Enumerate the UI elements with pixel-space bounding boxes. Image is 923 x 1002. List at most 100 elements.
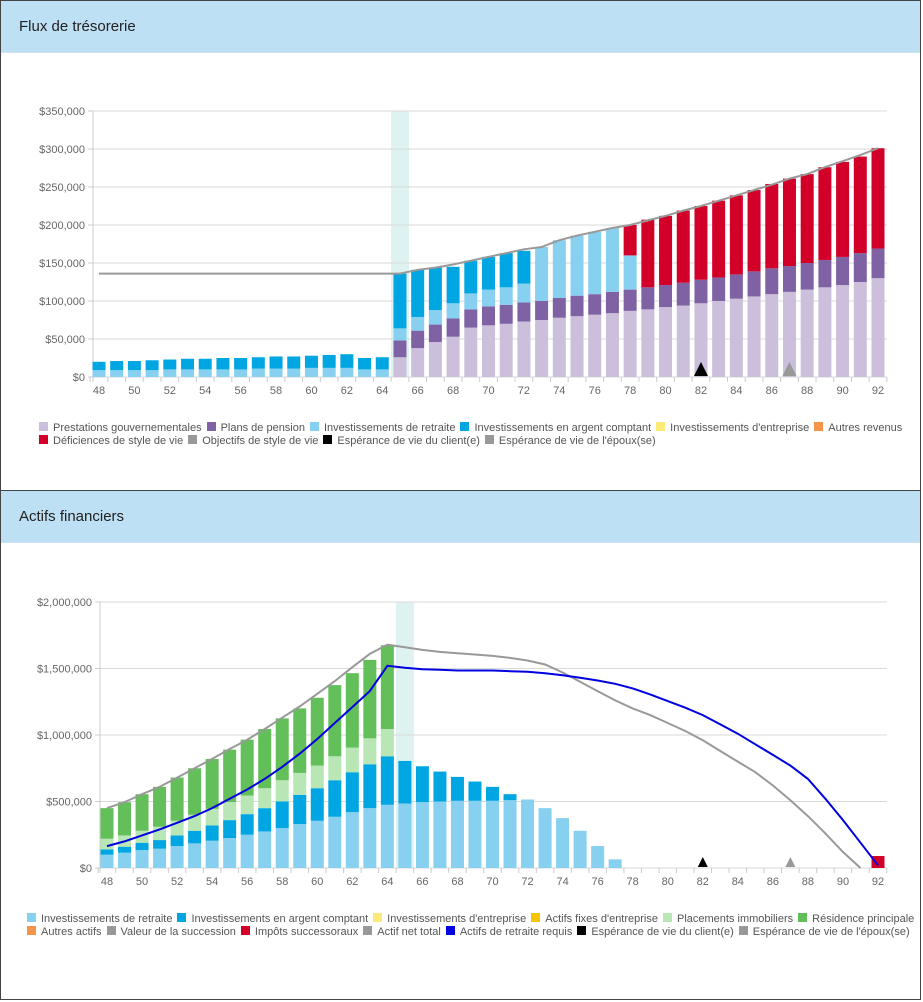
legend-item-autres-revenus[interactable]: Autres revenus — [814, 422, 902, 435]
marker-esperance-de-vie-du-client-e — [697, 857, 708, 867]
legend-item-residence-principale[interactable]: Résidence principale — [798, 913, 914, 926]
x-tick-label: 82 — [697, 876, 709, 888]
bar-investissements-de-retraite — [287, 368, 301, 377]
legend-item-actifs-fixes-d-entreprise[interactable]: Actifs fixes d'entreprise — [531, 913, 658, 926]
bar-investissements-de-retraite — [322, 367, 336, 377]
bar-deficiences-de-style-de-vie — [800, 174, 814, 263]
bar-prestations-gouvernementales — [588, 314, 602, 377]
bar-investissements-en-argent-comptant — [328, 780, 342, 817]
bar-placements-immobiliers — [310, 765, 324, 789]
legend-swatch — [323, 435, 333, 444]
bar-plans-de-pension — [694, 279, 708, 304]
x-tick-label: 72 — [521, 876, 533, 888]
legend-swatch — [206, 422, 216, 431]
x-tick-label: 80 — [659, 385, 671, 397]
x-tick-label: 60 — [305, 385, 317, 397]
x-tick-label: 92 — [872, 876, 884, 888]
bar-investissements-de-retraite — [216, 369, 230, 377]
bar-investissements-de-retraite — [433, 801, 447, 868]
bar-prestations-gouvernementales — [464, 327, 478, 377]
legend-item-esperance-de-vie-du-client-e[interactable]: Espérance de vie du client(e) — [577, 926, 734, 939]
legend-label: Espérance de vie du client(e) — [337, 435, 480, 447]
x-tick-label: 84 — [732, 876, 744, 888]
legend-item-actif-net-total[interactable]: Actif net total — [363, 926, 441, 939]
legend-item-investissements-en-argent-comptant[interactable]: Investissements en argent comptant — [177, 913, 368, 926]
x-tick-label: 74 — [553, 385, 565, 397]
bar-investissements-de-retraite — [450, 800, 464, 868]
legend-label: Valeur de la succession — [120, 926, 236, 938]
bar-plans-de-pension — [499, 304, 513, 324]
legend-item-investissements-d-entreprise[interactable]: Investissements d'entreprise — [373, 913, 526, 926]
bar-residence-principale — [293, 708, 307, 773]
legend-item-investissements-d-entreprise[interactable]: Investissements d'entreprise — [656, 422, 809, 435]
bar-investissements-de-retraite — [573, 830, 587, 868]
bar-investissements-de-retraite — [163, 369, 177, 377]
legend-item-actifs-de-retraite-requis[interactable]: Actifs de retraite requis — [445, 926, 572, 939]
bar-investissements-en-argent-comptant — [358, 358, 372, 370]
bar-investissements-en-argent-comptant — [198, 358, 212, 370]
bar-investissements-de-retraite — [170, 846, 184, 868]
bar-investissements-en-argent-comptant — [415, 766, 429, 803]
bar-plans-de-pension — [836, 256, 850, 286]
bar-investissements-en-argent-comptant — [304, 355, 318, 368]
bar-residence-principale — [153, 786, 167, 827]
legend-swatch — [460, 422, 470, 431]
legend-item-autres-actifs[interactable]: Autres actifs — [27, 926, 102, 939]
legend-swatch — [27, 926, 36, 935]
bar-investissements-en-argent-comptant — [517, 250, 531, 284]
legend-item-objectifs-de-style-de-vie[interactable]: Objectifs de style de vie — [188, 435, 318, 448]
bar-investissements-en-argent-comptant — [258, 808, 272, 832]
bar-investissements-en-argent-comptant — [251, 357, 265, 369]
legend-label: Investissements d'entreprise — [670, 422, 810, 434]
legend-item-investissements-de-retraite[interactable]: Investissements de retraite — [310, 422, 455, 435]
bar-placements-immobiliers — [188, 814, 202, 831]
legend-item-placements-immobiliers[interactable]: Placements immobiliers — [663, 913, 793, 926]
legend-label: Plans de pension — [220, 422, 305, 434]
legend-label: Actif net total — [377, 926, 441, 938]
x-tick-label: 80 — [662, 876, 674, 888]
legend-swatch — [373, 913, 383, 922]
bar-investissements-en-argent-comptant — [486, 786, 499, 801]
legend-swatch — [27, 913, 36, 922]
legend-item-prestations-gouvernementales[interactable]: Prestations gouvernementales — [39, 422, 202, 435]
legend-label: Prestations gouvernementales — [53, 422, 202, 434]
legend-item-esperance-de-vie-de-l-epoux-se[interactable]: Espérance de vie de l'époux(se) — [738, 926, 910, 939]
legend-label: Résidence principale — [812, 913, 915, 925]
legend-item-investissements-en-argent-comptant[interactable]: Investissements en argent comptant — [460, 422, 651, 435]
legend-item-esperance-de-vie-du-client-e[interactable]: Espérance de vie du client(e) — [323, 435, 480, 448]
y-tick-label: $350,000 — [39, 106, 85, 118]
x-tick-label: 88 — [801, 385, 813, 397]
bar-investissements-de-retraite — [535, 247, 549, 301]
bar-plans-de-pension — [765, 268, 779, 295]
bar-investissements-en-argent-comptant — [234, 358, 248, 370]
y-tick-label: $1,000,000 — [37, 730, 92, 742]
y-tick-label: $300,000 — [39, 144, 85, 156]
bar-residence-principale — [170, 777, 184, 821]
bar-residence-principale — [345, 673, 359, 748]
legend-item-plans-de-pension[interactable]: Plans de pension — [206, 422, 305, 435]
bar-plans-de-pension — [446, 318, 460, 337]
legend-item-investissements-de-retraite[interactable]: Investissements de retraite — [27, 913, 172, 926]
bar-investissements-de-retraite — [358, 369, 372, 377]
bar-investissements-en-argent-comptant — [468, 781, 482, 801]
bar-investissements-de-retraite — [251, 368, 265, 377]
bar-investissements-en-argent-comptant — [100, 849, 114, 855]
bar-investissements-de-retraite — [310, 820, 324, 868]
bar-investissements-en-argent-comptant — [482, 256, 495, 290]
legend-item-esperance-de-vie-de-l-epoux-se[interactable]: Espérance de vie de l'époux(se) — [484, 435, 656, 448]
bar-plans-de-pension — [517, 302, 531, 322]
bar-prestations-gouvernementales — [765, 294, 779, 377]
legend-item-deficiences-de-style-de-vie[interactable]: Déficiences de style de vie — [39, 435, 183, 448]
x-tick-label: 70 — [482, 385, 494, 397]
legend-item-impots-successoraux[interactable]: Impôts successoraux — [240, 926, 358, 939]
bar-investissements-en-argent-comptant — [287, 356, 301, 369]
bar-prestations-gouvernementales — [535, 320, 549, 377]
x-tick-label: 48 — [93, 385, 105, 397]
financial-assets-chart: $0 $500,000 $1,000,000 $1,500,000 $2,000,000… — [37, 597, 888, 888]
bar-investissements-en-argent-comptant — [145, 360, 159, 371]
legend-swatch — [484, 435, 494, 444]
legend-item-valeur-de-la-succession[interactable]: Valeur de la succession — [106, 926, 236, 939]
legend-label: Autres revenus — [828, 422, 903, 434]
legend-swatch — [39, 435, 48, 444]
bar-investissements-en-argent-comptant — [464, 260, 478, 294]
